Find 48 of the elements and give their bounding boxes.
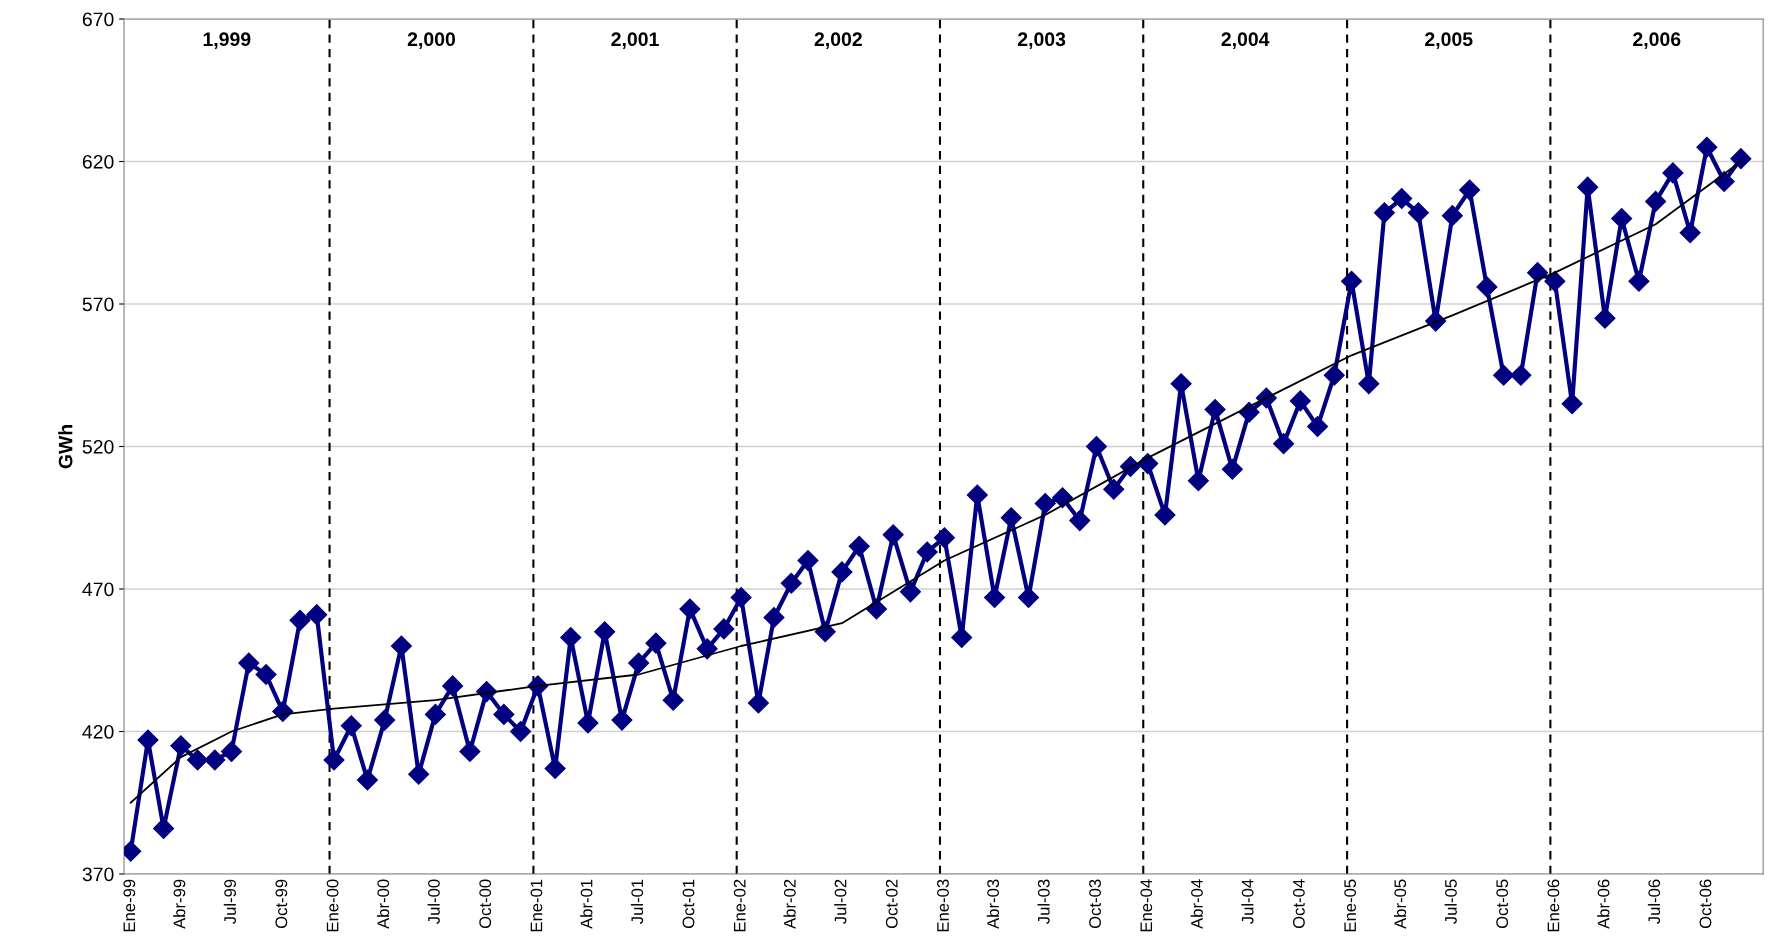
annotation: 2,003 [1017, 32, 1066, 49]
x-tick-label: Oct-99 [275, 879, 288, 929]
annotation: 2,006 [1633, 32, 1681, 49]
x-tick-label: Ene-99 [123, 879, 136, 932]
x-tick-label: Jul-00 [427, 879, 440, 924]
x-tick-label: Abr-05 [1393, 879, 1407, 929]
x-tick-label: Oct-04 [1292, 879, 1305, 929]
x-tick-label: Oct-06 [1699, 879, 1712, 929]
y-axis-title: GWh [58, 425, 73, 469]
x-tick-label: Oct-05 [1496, 879, 1509, 929]
x-tick-label: Jul-05 [1444, 879, 1457, 924]
y-tick-label: 470 [82, 582, 114, 597]
x-tick-label: Jul-99 [223, 879, 237, 924]
x-tick-label: Oct-00 [479, 879, 492, 929]
x-tick-label: Ene-00 [326, 879, 339, 932]
x-tick-label: Oct-01 [682, 879, 695, 929]
y-tick-label: 570 [82, 297, 114, 312]
x-tick-label: Jul-06 [1647, 879, 1661, 924]
y-tick-label: 670 [82, 12, 114, 27]
x-tick-label: Ene-01 [530, 879, 543, 932]
x-tick-label: Jul-03 [1037, 879, 1050, 924]
x-tick-label: Abr-01 [580, 879, 593, 929]
y-tick-label: 620 [82, 154, 114, 169]
annotation: 2,002 [814, 32, 862, 49]
x-tick-label: Oct-02 [885, 879, 898, 929]
y-tick-label: 370 [82, 867, 114, 882]
x-tick-label: Ene-02 [733, 879, 746, 932]
x-tick-label: Jul-04 [1241, 879, 1254, 924]
x-tick-label: Abr-99 [173, 879, 186, 929]
x-tick-label: Oct-03 [1089, 879, 1101, 929]
x-tick-label: Abr-00 [376, 879, 390, 929]
y-tick-label: 420 [82, 724, 114, 739]
x-tick-label: Jul-02 [834, 879, 847, 924]
x-tick-label: Jul-01 [630, 879, 644, 924]
x-tick-label: Ene-05 [1344, 879, 1357, 932]
x-tick-label: Ene-04 [1140, 879, 1153, 932]
x-tick-label: Abr-06 [1597, 879, 1610, 929]
x-tick-label: Abr-02 [783, 879, 796, 929]
x-tick-label: Abr-03 [986, 879, 1000, 929]
annotation: 2,000 [407, 32, 456, 49]
x-tick-label: Abr-04 [1190, 879, 1203, 929]
annotation: 2,005 [1425, 32, 1473, 49]
annotation: 1,999 [203, 32, 251, 49]
annotation: 2,004 [1221, 32, 1270, 49]
x-tick-label: Ene-06 [1547, 879, 1560, 932]
annotation: 2,001 [611, 32, 659, 49]
y-tick-label: 520 [82, 439, 114, 454]
x-tick-label: Ene-03 [937, 879, 949, 932]
